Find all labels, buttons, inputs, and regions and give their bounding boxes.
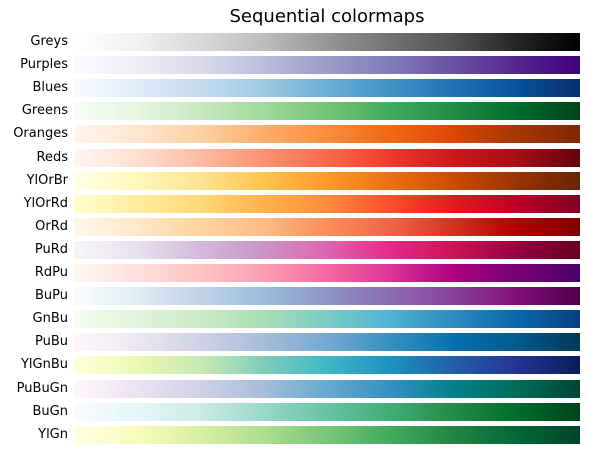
- colormap-label: OrRd: [35, 219, 68, 234]
- colormap-bar: [74, 310, 580, 328]
- colormap-label: YlOrRd: [23, 196, 68, 211]
- colormap-bar: [74, 218, 580, 236]
- colormap-label: Greys: [30, 34, 68, 49]
- colormap-bar: [74, 33, 580, 51]
- colormap-label: YlGn: [38, 427, 68, 442]
- colormap-label: PuBu: [34, 334, 68, 349]
- colormap-label: GnBu: [32, 311, 68, 326]
- colormap-bar: [74, 264, 580, 282]
- colormap-bar: [74, 56, 580, 74]
- colormap-label: RdPu: [34, 265, 68, 280]
- colormap-bar: [74, 380, 580, 398]
- colormap-label: Oranges: [13, 126, 68, 141]
- colormap-bar: [74, 403, 580, 421]
- colormap-bar: [74, 426, 580, 444]
- colormap-bar: [74, 241, 580, 259]
- colormap-label: YlGnBu: [20, 357, 68, 372]
- colormap-label: BuGn: [32, 404, 68, 419]
- colormap-label: BuPu: [34, 288, 68, 303]
- chart-title: Sequential colormaps: [229, 6, 425, 27]
- colormap-bar: [74, 125, 580, 143]
- colormap-label: YlOrBr: [26, 173, 68, 188]
- colormap-label: Purples: [20, 57, 68, 72]
- colormap-bar: [74, 287, 580, 305]
- colormap-bar: [74, 79, 580, 97]
- colormap-bar: [74, 149, 580, 167]
- colormap-label: Reds: [36, 150, 68, 165]
- colormap-bar: [74, 102, 580, 120]
- colormap-label: PuBuGn: [16, 381, 68, 396]
- colormap-bar: [74, 356, 580, 374]
- colormap-label: Greens: [21, 103, 68, 118]
- colormap-bar: [74, 333, 580, 351]
- colormap-bar: [74, 172, 580, 190]
- colormap-label: PuRd: [34, 242, 68, 257]
- colormap-label: Blues: [32, 80, 68, 95]
- colormap-bar: [74, 195, 580, 213]
